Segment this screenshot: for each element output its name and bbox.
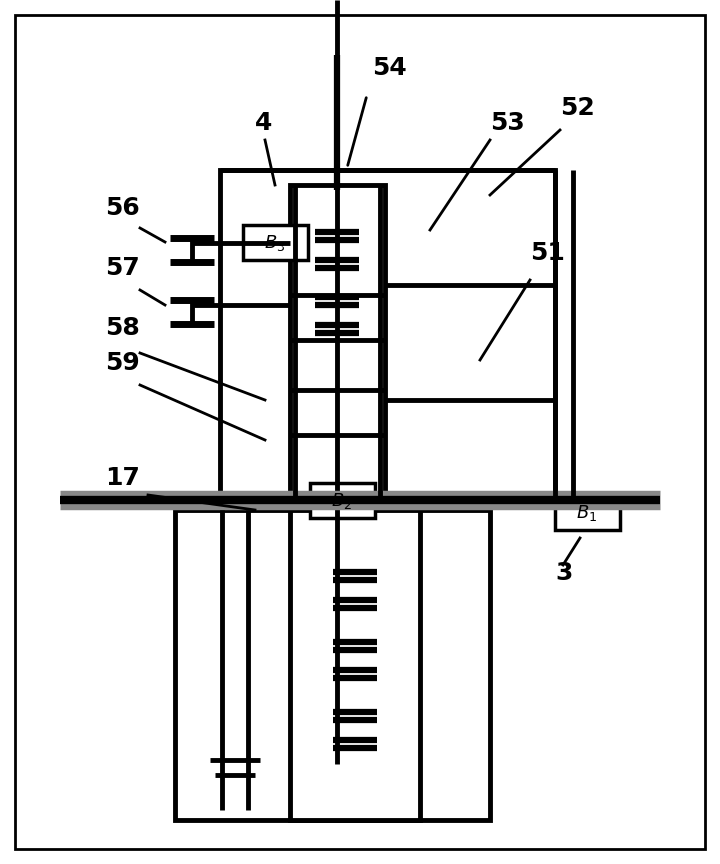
Bar bbox=[310, 483, 375, 518]
Text: $B_3$: $B_3$ bbox=[264, 233, 286, 253]
Text: 4: 4 bbox=[255, 111, 272, 135]
Text: $B_1$: $B_1$ bbox=[577, 503, 598, 523]
Bar bbox=[243, 225, 308, 260]
Text: 58: 58 bbox=[105, 316, 140, 340]
Bar bbox=[290, 185, 385, 500]
Text: 54: 54 bbox=[372, 56, 407, 80]
Text: 56: 56 bbox=[105, 196, 140, 220]
Text: 53: 53 bbox=[490, 111, 525, 135]
Bar bbox=[555, 495, 620, 530]
Bar bbox=[290, 510, 420, 820]
Text: 57: 57 bbox=[105, 256, 140, 280]
Text: 17: 17 bbox=[105, 466, 140, 490]
Bar bbox=[175, 510, 490, 820]
Text: 52: 52 bbox=[560, 96, 595, 120]
Text: $B_2$: $B_2$ bbox=[331, 491, 353, 511]
Bar bbox=[220, 170, 555, 500]
Text: 59: 59 bbox=[105, 351, 140, 375]
Text: 51: 51 bbox=[530, 241, 565, 265]
Text: 3: 3 bbox=[555, 561, 572, 585]
